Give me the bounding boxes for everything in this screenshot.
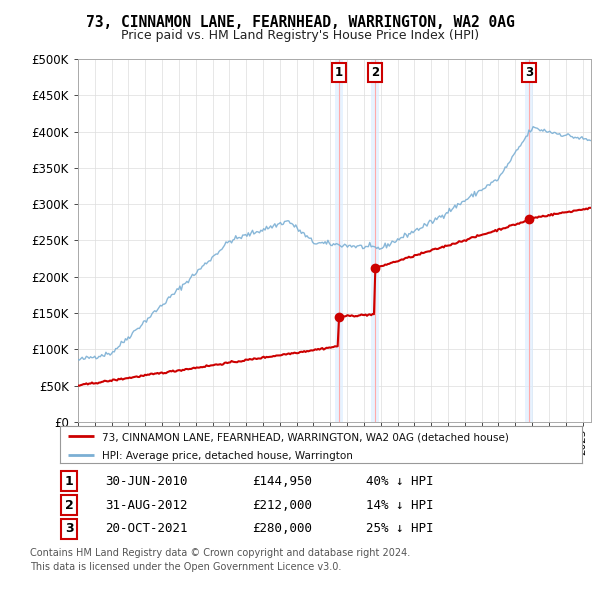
Text: 73, CINNAMON LANE, FEARNHEAD, WARRINGTON, WA2 0AG (detached house): 73, CINNAMON LANE, FEARNHEAD, WARRINGTON… [102, 433, 509, 443]
Text: 31-AUG-2012: 31-AUG-2012 [105, 499, 187, 512]
Text: 20-OCT-2021: 20-OCT-2021 [105, 522, 187, 535]
Text: £212,000: £212,000 [252, 499, 312, 512]
Text: 25% ↓ HPI: 25% ↓ HPI [366, 522, 433, 535]
Text: 1: 1 [335, 66, 343, 79]
Text: 1: 1 [65, 475, 73, 488]
Text: 3: 3 [525, 66, 533, 79]
Text: 3: 3 [65, 522, 73, 535]
Bar [524, 59, 533, 422]
Text: 73, CINNAMON LANE, FEARNHEAD, WARRINGTON, WA2 0AG: 73, CINNAMON LANE, FEARNHEAD, WARRINGTON… [86, 15, 514, 30]
Text: 2: 2 [65, 499, 73, 512]
Bar [335, 59, 343, 422]
Text: Price paid vs. HM Land Registry's House Price Index (HPI): Price paid vs. HM Land Registry's House … [121, 30, 479, 42]
Text: £280,000: £280,000 [252, 522, 312, 535]
Text: 40% ↓ HPI: 40% ↓ HPI [366, 475, 433, 488]
Text: £144,950: £144,950 [252, 475, 312, 488]
Text: Contains HM Land Registry data © Crown copyright and database right 2024.: Contains HM Land Registry data © Crown c… [30, 548, 410, 558]
Bar [371, 59, 379, 422]
Text: 14% ↓ HPI: 14% ↓ HPI [366, 499, 433, 512]
Text: 2: 2 [371, 66, 379, 79]
Text: This data is licensed under the Open Government Licence v3.0.: This data is licensed under the Open Gov… [30, 562, 341, 572]
Text: 30-JUN-2010: 30-JUN-2010 [105, 475, 187, 488]
Text: HPI: Average price, detached house, Warrington: HPI: Average price, detached house, Warr… [102, 451, 353, 461]
